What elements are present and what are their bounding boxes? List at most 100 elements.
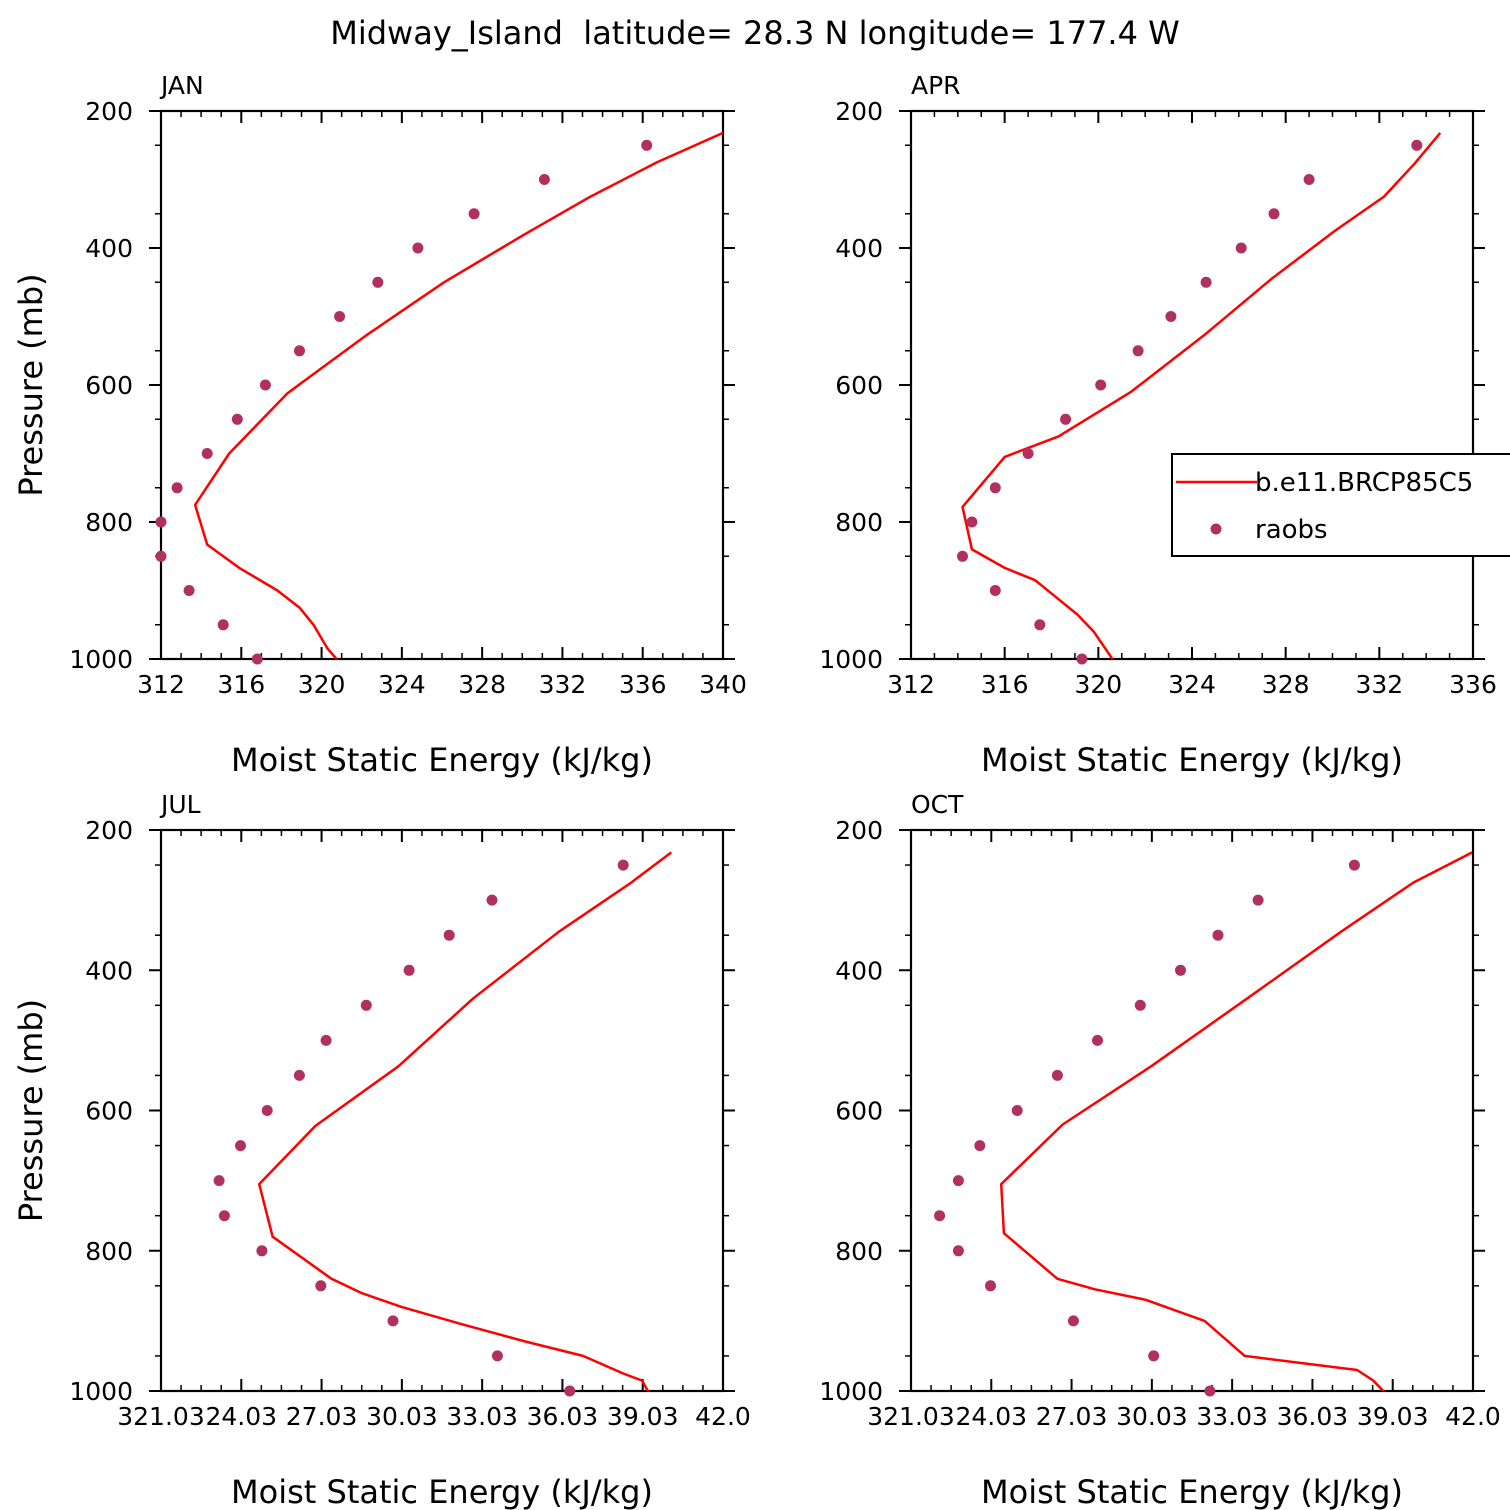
y-tick-label: 600 bbox=[835, 371, 883, 400]
x-tick-label: 336 bbox=[619, 670, 667, 699]
obs-point bbox=[1067, 1315, 1079, 1327]
x-tick-label: 324 bbox=[378, 670, 426, 699]
panel-label: OCT bbox=[911, 790, 964, 819]
x-tick-label: 340 bbox=[699, 670, 747, 699]
x-tick-label: 39.03 bbox=[1357, 1402, 1429, 1431]
y-tick-label: 400 bbox=[835, 956, 883, 985]
obs-point bbox=[1051, 1069, 1063, 1081]
legend-box bbox=[1171, 453, 1510, 557]
y-axis-title: Pressure (mb) bbox=[12, 999, 50, 1222]
x-tick-label: 33.03 bbox=[1196, 1402, 1268, 1431]
y-tick-label: 400 bbox=[835, 234, 883, 263]
obs-point bbox=[1411, 139, 1423, 151]
x-tick-label: 312 bbox=[887, 670, 935, 699]
y-tick-label: 600 bbox=[835, 1097, 883, 1126]
series-line-model bbox=[193, 131, 723, 659]
obs-point bbox=[251, 653, 263, 665]
obs-point bbox=[412, 242, 424, 254]
series-line-model bbox=[999, 851, 1473, 1391]
panel-label: JUL bbox=[159, 790, 201, 819]
x-tick-label: 320 bbox=[298, 670, 346, 699]
panel-jul: JUL 321.03 24.03 27.03 30.03 33.03 36.03 39.03 4… bbox=[12, 790, 751, 1510]
obs-point bbox=[1132, 345, 1144, 357]
main-title: Midway_Island latitude= 28.3 N longitude… bbox=[330, 14, 1180, 52]
obs-point bbox=[293, 1069, 305, 1081]
panel-jan: JAN 312 316 320 324 328 332 336 340 200 400 600 800 1… bbox=[12, 71, 747, 779]
x-tick-label: 24.03 bbox=[205, 1402, 277, 1431]
obs-point bbox=[1212, 929, 1224, 941]
obs-point bbox=[387, 1315, 399, 1327]
legend-label-model: b.e11.BRCP85C5 bbox=[1255, 468, 1473, 498]
obs-point bbox=[1060, 413, 1072, 425]
y-tick-label: 800 bbox=[85, 1237, 133, 1266]
x-tick-label: 328 bbox=[1262, 670, 1310, 699]
obs-point bbox=[966, 516, 978, 528]
obs-point bbox=[952, 1175, 964, 1187]
obs-point bbox=[1165, 311, 1177, 322]
plot-frame bbox=[909, 828, 1475, 1393]
legend: b.e11.BRCP85C5 raobs bbox=[1171, 453, 1510, 557]
y-tick-label: 600 bbox=[85, 1097, 133, 1126]
y-tick-label: 800 bbox=[835, 508, 883, 537]
x-tick-label: 24.03 bbox=[955, 1402, 1027, 1431]
panel-apr: APR 312 316 320 324 328 332 336 200 400 600 800 1000… bbox=[819, 71, 1496, 779]
obs-point bbox=[217, 619, 229, 631]
obs-point bbox=[934, 1210, 946, 1222]
legend-label-raobs: raobs bbox=[1255, 515, 1328, 545]
obs-point bbox=[218, 1210, 230, 1222]
x-tick-label: 42.0 bbox=[695, 1402, 751, 1431]
y-tick-label: 800 bbox=[835, 1237, 883, 1266]
x-tick-label: 336 bbox=[1449, 670, 1497, 699]
plot-frame bbox=[159, 828, 725, 1393]
obs-point bbox=[1011, 1105, 1023, 1116]
obs-point bbox=[360, 999, 372, 1011]
obs-point bbox=[1303, 174, 1315, 185]
obs-point bbox=[1034, 619, 1046, 631]
x-axis-title: Moist Static Energy (kJ/kg) bbox=[981, 741, 1403, 779]
x-tick-label: 39.03 bbox=[607, 1402, 679, 1431]
obs-point bbox=[985, 1280, 996, 1292]
x-axis-title: Moist Static Energy (kJ/kg) bbox=[231, 1473, 653, 1510]
obs-point bbox=[256, 1245, 268, 1257]
obs-point bbox=[171, 482, 183, 494]
panel-label: APR bbox=[911, 71, 961, 100]
y-tick-label: 200 bbox=[85, 97, 133, 126]
y-axis-title: Pressure (mb) bbox=[12, 273, 50, 496]
obs-point bbox=[1175, 964, 1186, 976]
x-tick-label: 312 bbox=[137, 670, 185, 699]
x-tick-label: 27.03 bbox=[1036, 1402, 1108, 1431]
obs-point bbox=[201, 448, 213, 459]
obs-point bbox=[1022, 448, 1034, 459]
x-tick-label: 316 bbox=[217, 670, 265, 699]
obs-point bbox=[1092, 1034, 1103, 1046]
x-tick-label: 30.03 bbox=[366, 1402, 438, 1431]
y-tick-label: 1000 bbox=[819, 1377, 883, 1406]
obs-point bbox=[1134, 999, 1146, 1011]
obs-point bbox=[1200, 276, 1212, 288]
obs-point bbox=[155, 516, 167, 528]
x-axis-title: Moist Static Energy (kJ/kg) bbox=[231, 741, 653, 779]
y-tick-label: 400 bbox=[85, 234, 133, 263]
y-tick-label: 400 bbox=[85, 956, 133, 985]
obs-point bbox=[989, 482, 1001, 494]
panel-label: JAN bbox=[159, 71, 204, 100]
y-tick-label: 600 bbox=[85, 371, 133, 400]
obs-point bbox=[259, 379, 271, 391]
obs-point bbox=[641, 139, 653, 151]
x-axis-title: Moist Static Energy (kJ/kg) bbox=[981, 1473, 1403, 1510]
x-tick-label: 316 bbox=[981, 670, 1029, 699]
obs-point bbox=[372, 276, 384, 288]
legend-marker-swatch bbox=[1210, 523, 1222, 535]
y-tick-label: 1000 bbox=[69, 645, 133, 674]
obs-point bbox=[403, 964, 415, 976]
x-tick-label: 332 bbox=[539, 670, 587, 699]
obs-point bbox=[334, 311, 346, 322]
x-tick-label: 328 bbox=[458, 670, 506, 699]
x-tick-label: 36.03 bbox=[527, 1402, 599, 1431]
series-line-model bbox=[961, 132, 1442, 659]
x-tick-label: 321.03 bbox=[117, 1402, 204, 1431]
x-tick-label: 27.03 bbox=[286, 1402, 358, 1431]
obs-point bbox=[957, 550, 968, 562]
obs-point bbox=[155, 550, 167, 562]
